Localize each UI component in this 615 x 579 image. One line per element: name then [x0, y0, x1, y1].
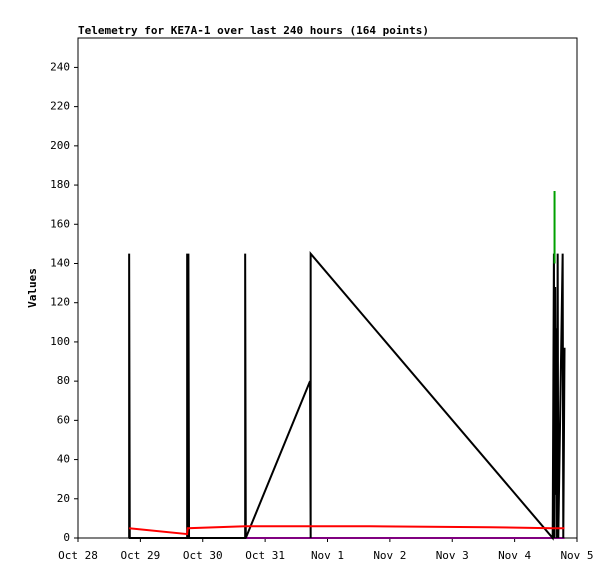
y-tick-label: 180	[50, 178, 70, 191]
y-tick-label: 20	[57, 492, 70, 505]
plot-frame	[77, 37, 578, 539]
y-tick-label: 160	[50, 217, 70, 230]
y-tick-label: 240	[50, 60, 70, 73]
series-line	[129, 525, 565, 536]
y-tick-label: 220	[50, 100, 70, 113]
y-tick-label: 140	[50, 256, 70, 269]
x-tick-label: Oct 29	[121, 549, 161, 562]
x-tick-label: Nov 4	[498, 549, 531, 562]
x-tick-label: Nov 3	[436, 549, 469, 562]
x-tick-label: Oct 28	[58, 549, 98, 562]
x-tick-label: Oct 31	[245, 549, 285, 562]
y-tick-label: 200	[50, 139, 70, 152]
y-axis-label: Values	[26, 268, 39, 308]
x-tick-label: Nov 1	[311, 549, 344, 562]
y-tick-label: 0	[63, 531, 70, 544]
x-tick-label: Oct 30	[183, 549, 223, 562]
y-tick-label: 40	[57, 453, 70, 466]
chart-title: Telemetry for KE7A-1 over last 240 hours…	[78, 24, 429, 37]
series-line	[128, 250, 566, 541]
y-tick-label: 80	[57, 374, 70, 387]
y-tick-label: 100	[50, 335, 70, 348]
y-tick-label: 60	[57, 413, 70, 426]
x-tick-label: Nov 5	[560, 549, 593, 562]
x-tick-label: Nov 2	[373, 549, 406, 562]
y-tick-label: 120	[50, 296, 70, 309]
